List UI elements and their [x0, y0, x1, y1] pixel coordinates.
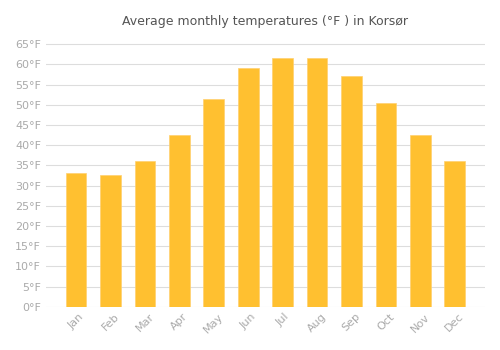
Bar	[134, 161, 156, 307]
Title: Average monthly temperatures (°F ) in Korsør: Average monthly temperatures (°F ) in Ko…	[122, 15, 408, 28]
Bar	[100, 175, 121, 307]
Bar	[306, 58, 328, 307]
Bar	[376, 103, 396, 307]
Bar	[444, 161, 465, 307]
Bar	[272, 58, 293, 307]
Bar	[66, 174, 86, 307]
Bar	[204, 99, 224, 307]
Bar	[238, 68, 258, 307]
Bar	[341, 77, 362, 307]
Bar	[410, 135, 430, 307]
Bar	[169, 135, 190, 307]
